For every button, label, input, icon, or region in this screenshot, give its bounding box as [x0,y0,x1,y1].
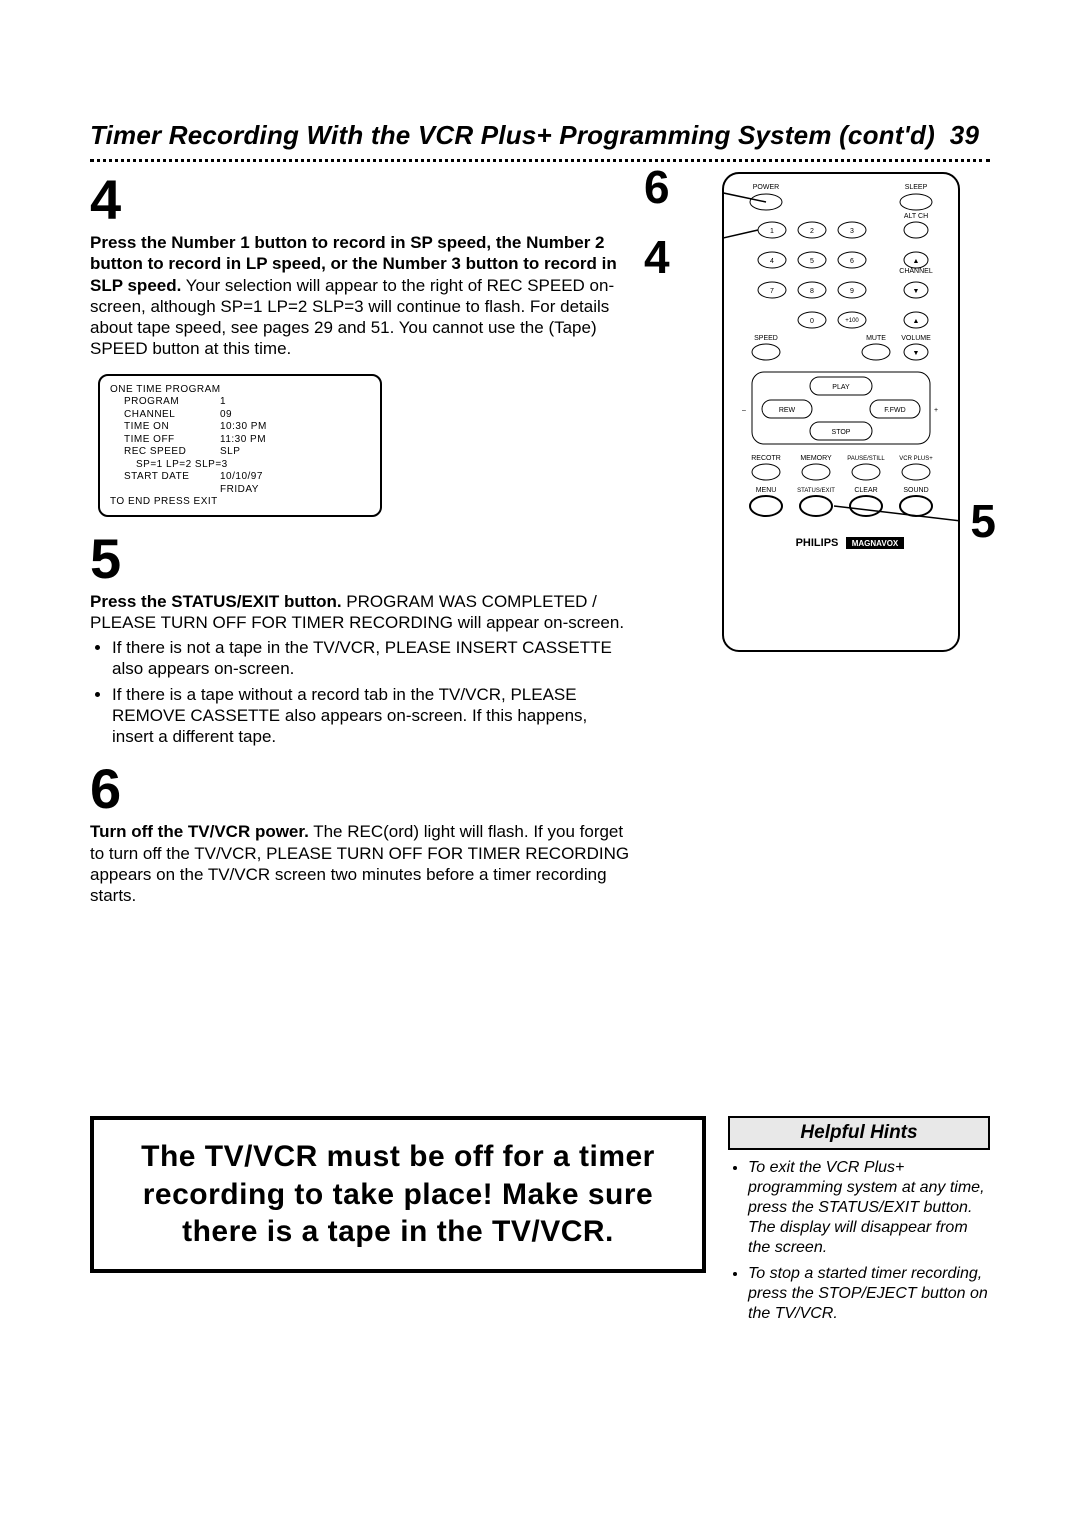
title-text: Timer Recording With the VCR Plus+ Progr… [90,120,935,150]
svg-text:ALT CH: ALT CH [904,213,928,220]
svg-text:9: 9 [850,288,854,295]
svg-text:+100: +100 [845,318,859,324]
step-5-number: 5 [90,531,630,587]
sleep-label: SLEEP [905,184,928,191]
svg-text:4: 4 [770,258,774,265]
svg-text:PAUSE/STILL: PAUSE/STILL [847,456,885,462]
important-note: The TV/VCR must be off for a timer recor… [90,1116,706,1273]
hint-item: To stop a started timer recording, press… [748,1264,990,1324]
step-6-number: 6 [90,761,630,817]
svg-text:+: + [934,407,938,414]
svg-text:F.FWD: F.FWD [884,407,905,414]
step-4-number: 4 [90,172,630,228]
page-number: 39 [950,120,979,150]
remote-svg: POWER SLEEP 1 2 3 ALT CH 4 [722,172,960,652]
step-6-body: Turn off the TV/VCR power. The REC(ord) … [90,821,630,906]
hints-title: Helpful Hints [728,1116,990,1150]
svg-text:CHANNEL: CHANNEL [899,268,933,275]
remote-column: 6 4 5 POWER SLEEP [654,172,990,652]
svg-text:PLAY: PLAY [832,384,850,391]
svg-text:MEMORY: MEMORY [800,455,832,462]
osd-row: PROGRAM1 [124,396,370,409]
remote-control: POWER SLEEP 1 2 3 ALT CH 4 [722,172,960,652]
svg-text:MAGNAVOX: MAGNAVOX [852,539,899,548]
osd-row: TIME OFF11:30 PM [124,434,370,447]
callout-4: 4 [644,234,670,280]
step-6-lead: Turn off the TV/VCR power. [90,822,309,841]
page-title: Timer Recording With the VCR Plus+ Progr… [90,120,990,151]
step-4-body: Press the Number 1 button to record in S… [90,232,630,360]
svg-text:▼: ▼ [913,288,920,295]
step-5-bullet: If there is a tape without a record tab … [112,684,630,748]
hint-item: To exit the VCR Plus+ programming system… [748,1158,990,1258]
svg-text:MUTE: MUTE [866,335,886,342]
osd-row: CHANNEL09 [124,409,370,422]
svg-text:RECOTR: RECOTR [751,455,781,462]
osd-footer: TO END PRESS EXIT [110,496,370,509]
osd-day: FRIDAY [124,484,370,497]
step-5-lead: Press the STATUS/EXIT button. [90,592,342,611]
svg-text:▲: ▲ [913,258,920,265]
svg-text:8: 8 [810,288,814,295]
svg-text:2: 2 [810,228,814,235]
svg-text:CLEAR: CLEAR [854,487,877,494]
svg-text:3: 3 [850,228,854,235]
osd-rows: PROGRAM1 CHANNEL09 TIME ON10:30 PM TIME … [110,396,370,496]
svg-text:1: 1 [770,228,774,235]
svg-text:STOP: STOP [832,429,851,436]
svg-text:0: 0 [810,318,814,325]
callout-5: 5 [970,498,996,544]
svg-text:5: 5 [810,258,814,265]
osd-row: START DATE10/10/97 [124,471,370,484]
svg-text:6: 6 [850,258,854,265]
svg-text:VOLUME: VOLUME [901,335,931,342]
svg-text:▼: ▼ [913,350,920,357]
hints-list: To exit the VCR Plus+ programming system… [728,1158,990,1324]
osd-display: ONE TIME PROGRAM PROGRAM1 CHANNEL09 TIME… [98,374,382,517]
callout-6: 6 [644,164,670,210]
step-5-bullet: If there is not a tape in the TV/VCR, PL… [112,637,630,680]
svg-text:STATUS/EXIT: STATUS/EXIT [797,488,835,494]
helpful-hints: Helpful Hints To exit the VCR Plus+ prog… [728,1116,990,1330]
osd-header: ONE TIME PROGRAM [110,384,370,397]
step-5-bullets: If there is not a tape in the TV/VCR, PL… [90,637,630,747]
svg-text:–: – [742,407,746,414]
svg-text:7: 7 [770,288,774,295]
svg-text:SPEED: SPEED [754,335,778,342]
svg-text:▲: ▲ [913,318,920,325]
svg-text:REW: REW [779,407,796,414]
svg-text:PHILIPS: PHILIPS [796,537,839,549]
step-5-body: Press the STATUS/EXIT button. PROGRAM WA… [90,591,630,634]
instructions-column: 4 Press the Number 1 button to record in… [90,172,630,906]
osd-speed-row: SP=1 LP=2 SLP=3 [124,459,370,472]
power-label: POWER [753,184,779,191]
svg-text:SOUND: SOUND [903,487,928,494]
svg-text:MENU: MENU [756,487,777,494]
osd-row: TIME ON10:30 PM [124,421,370,434]
svg-text:VCR PLUS+: VCR PLUS+ [899,456,933,462]
dotted-rule [90,159,990,162]
osd-row: REC SPEEDSLP [124,446,370,459]
